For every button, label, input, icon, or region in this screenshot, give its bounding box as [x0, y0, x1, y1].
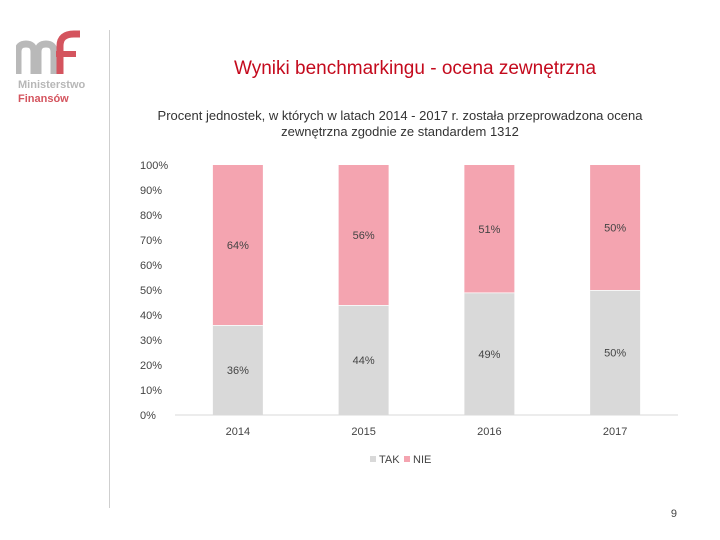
bar-nie-2016	[464, 165, 515, 293]
bar-tak-2017	[590, 290, 641, 415]
y-tick-label: 20%	[140, 360, 162, 372]
data-label: 50%	[604, 223, 626, 235]
legend-label-tak: TAK	[379, 454, 400, 466]
y-tick-label: 90%	[140, 185, 162, 197]
x-tick-label: 2016	[477, 426, 501, 438]
divider-line	[109, 30, 110, 508]
data-label: 64%	[227, 240, 249, 252]
chart-title: Procent jednostek, w których w latach 20…	[157, 108, 643, 139]
y-tick-label: 100%	[140, 160, 168, 172]
page-number: 9	[670, 508, 677, 520]
y-tick-label: 10%	[140, 385, 162, 397]
bar-nie-2015	[338, 165, 389, 305]
ministry-logo	[16, 30, 80, 74]
data-label: 51%	[478, 224, 500, 236]
y-tick-label: 70%	[140, 235, 162, 247]
bar-tak-2016	[464, 292, 515, 415]
legend-swatch-tak	[370, 456, 376, 462]
slide-title: Wyniki benchmarkingu - ocena zewnętrzna	[233, 58, 597, 79]
data-label: 49%	[478, 349, 500, 361]
bar-nie-2017	[590, 165, 641, 290]
bar-tak-2015	[338, 305, 389, 415]
y-tick-label: 60%	[140, 260, 162, 272]
y-tick-label: 50%	[140, 285, 162, 297]
legend-swatch-nie	[404, 456, 410, 462]
data-label: 56%	[353, 230, 375, 242]
ministry-name: Ministerstwo Finansów	[18, 79, 86, 105]
y-tick-label: 30%	[140, 335, 162, 347]
data-label: 44%	[353, 355, 375, 367]
x-tick-label: 2014	[226, 426, 250, 438]
y-tick-label: 80%	[140, 210, 162, 222]
x-tick-label: 2017	[603, 426, 627, 438]
data-label: 50%	[604, 348, 626, 360]
legend-label-nie: NIE	[413, 454, 431, 466]
y-tick-label: 40%	[140, 310, 162, 322]
y-tick-label: 0%	[140, 410, 156, 422]
x-tick-label: 2015	[351, 426, 375, 438]
data-label: 36%	[227, 365, 249, 377]
bar-tak-2014	[212, 325, 263, 415]
bar-nie-2014	[212, 165, 263, 325]
